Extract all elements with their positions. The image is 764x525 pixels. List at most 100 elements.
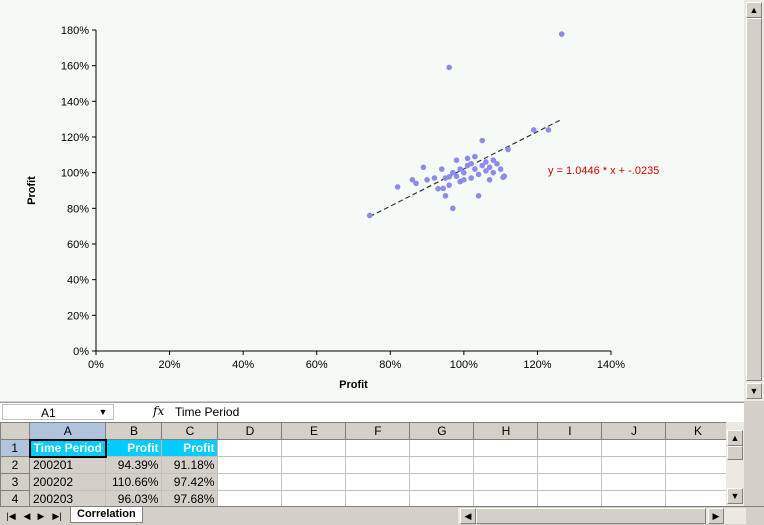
column-header[interactable]: G — [409, 422, 475, 440]
cell-c3[interactable]: 97.42% — [161, 473, 219, 491]
empty-cell[interactable] — [601, 439, 667, 457]
empty-cell[interactable] — [537, 473, 603, 491]
empty-cell[interactable] — [537, 490, 603, 506]
x-tick-label: 80% — [379, 359, 401, 371]
cell-c4[interactable]: 97.68% — [161, 490, 219, 506]
first-sheet-icon[interactable]: |◀ — [6, 511, 16, 521]
column-header[interactable]: B — [105, 422, 163, 440]
y-tick-label: 40% — [67, 275, 89, 287]
scroll-up-icon[interactable]: ▲ — [746, 2, 762, 18]
scroll-thumb[interactable] — [727, 446, 743, 460]
table-row: 1 Time Period Profit Profit — [0, 438, 731, 458]
empty-cell[interactable] — [601, 473, 667, 491]
empty-cell[interactable] — [345, 490, 411, 506]
scroll-thumb[interactable] — [476, 508, 706, 524]
empty-cell[interactable] — [217, 439, 283, 457]
cell-c2[interactable]: 91.18% — [161, 456, 219, 474]
empty-cell[interactable] — [665, 456, 731, 474]
empty-cell[interactable] — [473, 473, 539, 491]
empty-cell[interactable] — [281, 473, 347, 491]
scatter-point — [475, 171, 482, 178]
horizontal-scrollbar[interactable]: ◀ ▶ — [458, 508, 746, 524]
row-header[interactable]: 1 — [0, 439, 30, 457]
y-tick-label: 0% — [73, 346, 89, 358]
empty-cell[interactable] — [409, 456, 475, 474]
empty-cell[interactable] — [665, 473, 731, 491]
empty-cell[interactable] — [217, 490, 283, 506]
empty-cell[interactable] — [473, 490, 539, 506]
function-icon[interactable]: fx — [153, 404, 165, 418]
scroll-down-icon[interactable]: ▼ — [746, 383, 762, 399]
empty-cell[interactable] — [217, 473, 283, 491]
column-header[interactable]: E — [281, 422, 347, 440]
cell-b2[interactable]: 94.39% — [105, 456, 163, 474]
column-header[interactable]: J — [601, 422, 667, 440]
cell-a2[interactable]: 200201 — [28, 456, 107, 474]
empty-cell[interactable] — [345, 439, 411, 457]
column-header[interactable]: D — [217, 422, 283, 440]
empty-cell[interactable] — [473, 439, 539, 457]
scatter-point — [500, 174, 506, 181]
spreadsheet-grid: A B C D E F G H I J K 1 Time Period Prof… — [0, 422, 744, 506]
cell-b1[interactable]: Profit — [105, 439, 163, 457]
empty-cell[interactable] — [537, 456, 603, 474]
sheet-table: A B C D E F G H I J K 1 Time Period Prof… — [0, 422, 731, 506]
scatter-point — [450, 169, 456, 176]
empty-cell[interactable] — [665, 490, 731, 506]
column-header[interactable]: H — [473, 422, 539, 440]
cell-a1[interactable]: Time Period — [28, 438, 107, 458]
empty-cell[interactable] — [409, 439, 475, 457]
chart-vertical-scrollbar[interactable]: ▲ ▼ — [744, 0, 764, 401]
scatter-point — [438, 166, 445, 172]
empty-cell[interactable] — [473, 456, 539, 474]
cell-b3[interactable]: 110.66% — [105, 473, 163, 491]
scroll-thumb[interactable] — [746, 18, 762, 381]
select-all-corner[interactable] — [0, 422, 30, 440]
empty-cell[interactable] — [281, 490, 347, 506]
empty-cell[interactable] — [601, 490, 667, 506]
empty-cell[interactable] — [537, 439, 603, 457]
scroll-up-icon[interactable]: ▲ — [727, 430, 743, 446]
scroll-left-icon[interactable]: ◀ — [460, 508, 476, 524]
column-header[interactable]: A — [28, 422, 107, 440]
column-header[interactable]: K — [665, 422, 731, 440]
empty-cell[interactable] — [345, 456, 411, 474]
empty-cell[interactable] — [409, 490, 475, 506]
cell-c1[interactable]: Profit — [161, 439, 219, 457]
sheet-tab-correlation[interactable]: Correlation — [70, 507, 143, 523]
empty-cell[interactable] — [665, 439, 731, 457]
empty-cell[interactable] — [281, 439, 347, 457]
scatter-point — [486, 177, 493, 183]
prev-sheet-icon[interactable]: ◀ — [23, 511, 31, 521]
cell-a3[interactable]: 200202 — [28, 473, 107, 491]
formula-input[interactable]: Time Period — [175, 405, 240, 419]
column-header[interactable]: C — [161, 422, 219, 440]
empty-cell[interactable] — [601, 456, 667, 474]
row-header[interactable]: 2 — [0, 456, 30, 474]
empty-cell[interactable] — [345, 473, 411, 491]
scatter-point — [431, 175, 438, 181]
column-header[interactable]: I — [537, 422, 603, 440]
last-sheet-icon[interactable]: ▶| — [52, 511, 62, 521]
empty-cell[interactable] — [217, 456, 283, 474]
name-box[interactable]: A1 — [2, 404, 114, 420]
chevron-down-icon[interactable]: ▼ — [98, 407, 108, 417]
scatter-point — [486, 164, 493, 171]
grid-vertical-scrollbar[interactable]: ▲ ▼ — [726, 422, 744, 506]
empty-cell[interactable] — [281, 456, 347, 474]
scroll-down-icon[interactable]: ▼ — [727, 488, 743, 504]
scatter-point — [413, 180, 419, 187]
next-sheet-icon[interactable]: ▶ — [37, 511, 45, 521]
scatter-point — [446, 182, 452, 188]
row-header[interactable]: 3 — [0, 473, 30, 491]
scatter-point — [494, 160, 500, 167]
empty-cell[interactable] — [409, 473, 475, 491]
column-header[interactable]: F — [345, 422, 411, 440]
cell-a4[interactable]: 200203 — [28, 490, 107, 506]
cell-b4[interactable]: 96.03% — [105, 490, 163, 506]
scatter-point — [464, 155, 471, 162]
y-axis-title: Profit — [26, 176, 38, 205]
scroll-right-icon[interactable]: ▶ — [708, 508, 724, 524]
row-header[interactable]: 4 — [0, 490, 30, 506]
scatter-point — [468, 175, 475, 181]
